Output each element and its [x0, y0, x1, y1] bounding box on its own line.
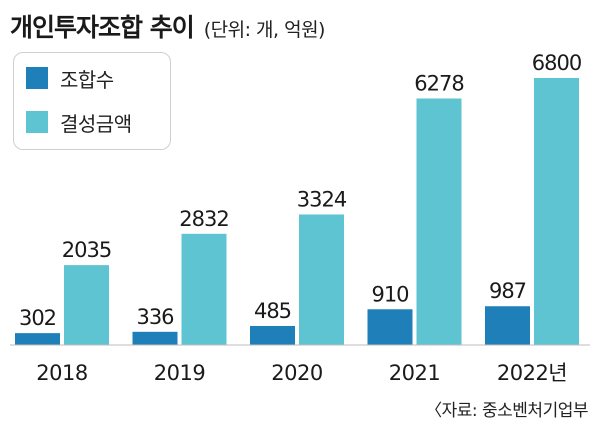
legend-label-amount: 결성금액 [60, 111, 132, 136]
bar-amount-1 [181, 233, 227, 345]
data-label-count-1: 336 [136, 305, 174, 329]
data-label-amount-4: 6800 [532, 51, 581, 75]
bar-amount-4 [534, 78, 579, 345]
unit-note: (단위: 개, 억원) [203, 19, 326, 41]
x-tick-label-3: 2021 [389, 361, 440, 385]
data-label-amount-2: 3324 [297, 187, 347, 211]
data-label-amount-3: 6278 [414, 71, 463, 95]
data-label-count-4: 987 [489, 279, 526, 303]
legend: 조합수 결성금액 [13, 52, 171, 150]
title-row: 개인투자조합 추이 (단위: 개, 억원) [10, 8, 325, 48]
x-tick-label-1: 2019 [154, 361, 205, 385]
legend-swatch-count [26, 67, 48, 89]
bar-count-2 [250, 325, 295, 345]
data-label-count-0: 302 [19, 306, 56, 330]
x-tick-label-0: 2018 [36, 361, 87, 385]
data-label-amount-1: 2832 [179, 207, 228, 231]
data-label-count-2: 485 [254, 299, 291, 323]
chart-title: 개인투자조합 추이 [10, 13, 195, 42]
bar-count-1 [132, 331, 178, 345]
data-label-count-3: 910 [371, 282, 408, 306]
legend-item-count: 조합수 [26, 63, 114, 93]
legend-swatch-amount [26, 111, 48, 133]
bar-count-0 [15, 333, 60, 345]
bar-amount-2 [299, 214, 344, 345]
x-tick-label-4: 2022년 [497, 361, 567, 385]
bar-count-3 [367, 309, 413, 345]
bar-amount-3 [416, 98, 462, 345]
source-note: 〈자료: 중소벤처기업부 [425, 401, 588, 421]
data-label-amount-0: 2035 [62, 238, 111, 262]
legend-label-count: 조합수 [60, 67, 114, 92]
x-tick-label-2: 2020 [271, 361, 322, 385]
legend-item-amount: 결성금액 [26, 107, 132, 137]
bar-amount-0 [64, 265, 109, 345]
bar-count-4 [485, 306, 530, 345]
